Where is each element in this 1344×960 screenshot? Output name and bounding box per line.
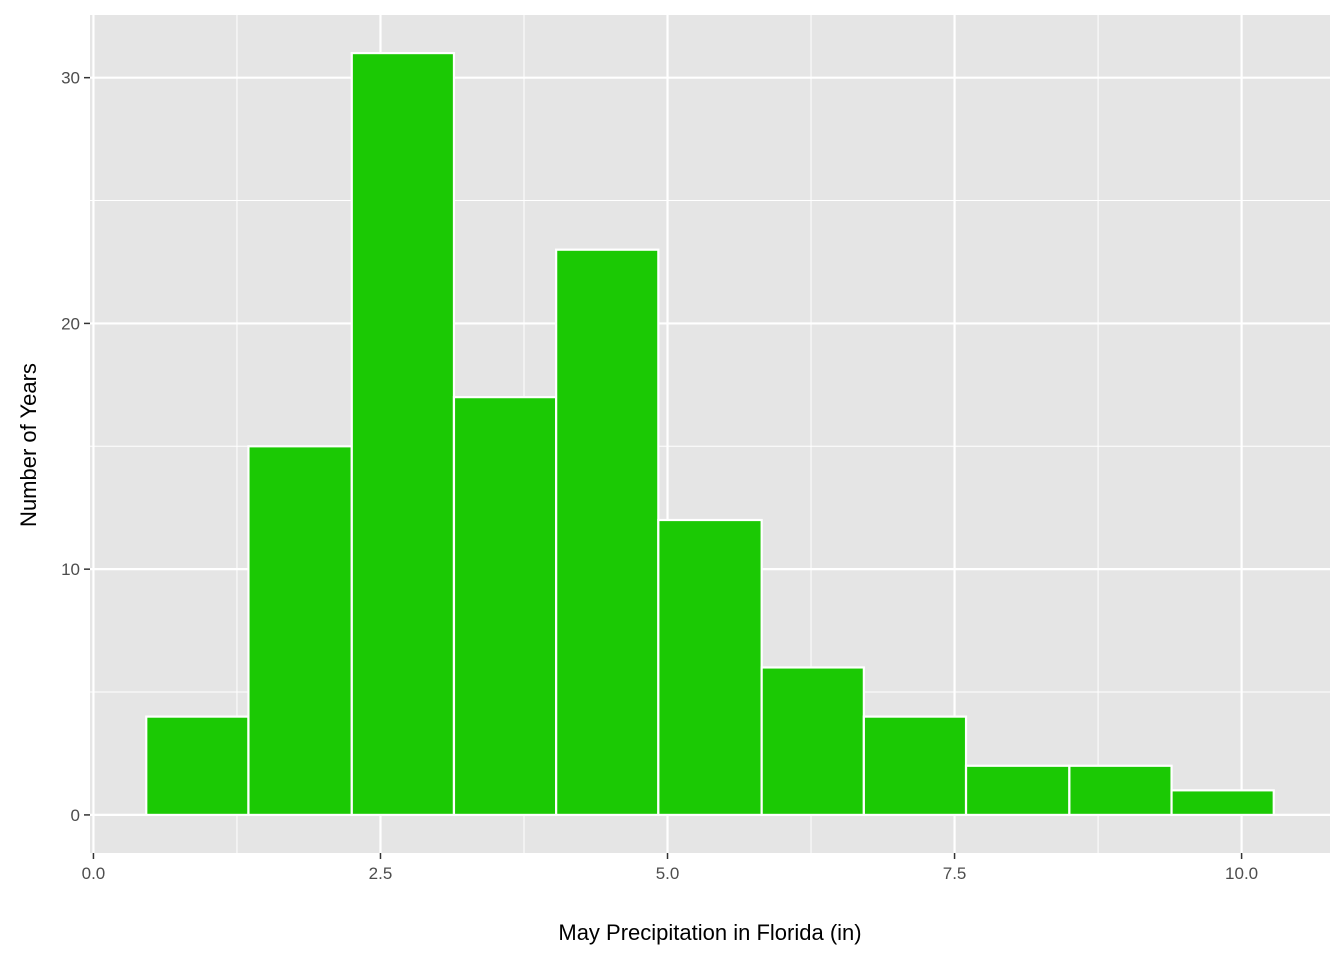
histogram-bar	[145, 715, 250, 817]
y-axis-title: Number of Years	[16, 363, 41, 527]
x-tick-label: 5.0	[656, 864, 680, 883]
x-tick-label: 7.5	[943, 864, 967, 883]
x-tick-label: 10.0	[1225, 864, 1258, 883]
y-tick-label: 20	[61, 314, 80, 333]
histogram-bar	[862, 715, 968, 817]
y-tick-label: 0	[71, 806, 80, 825]
histogram-bar	[1068, 764, 1173, 817]
histogram-bars	[145, 51, 1275, 817]
histogram-bar	[657, 518, 763, 817]
histogram-bar	[1170, 789, 1275, 817]
x-axis: 0.0 2.5 5.0 7.5 10.0	[82, 853, 1258, 883]
x-tick-label: 2.5	[369, 864, 393, 883]
y-tick-label: 30	[61, 69, 80, 88]
histogram-bar	[760, 666, 865, 817]
y-axis: 0 10 20 30	[61, 69, 90, 825]
histogram-bar	[964, 764, 1071, 817]
histogram-bar	[555, 248, 660, 817]
y-tick-label: 10	[61, 560, 80, 579]
histogram-bar	[452, 396, 558, 817]
histogram-bar	[350, 51, 456, 817]
x-tick-label: 0.0	[82, 864, 106, 883]
histogram-bar	[247, 445, 353, 817]
x-axis-title: May Precipitation in Florida (in)	[558, 920, 861, 945]
